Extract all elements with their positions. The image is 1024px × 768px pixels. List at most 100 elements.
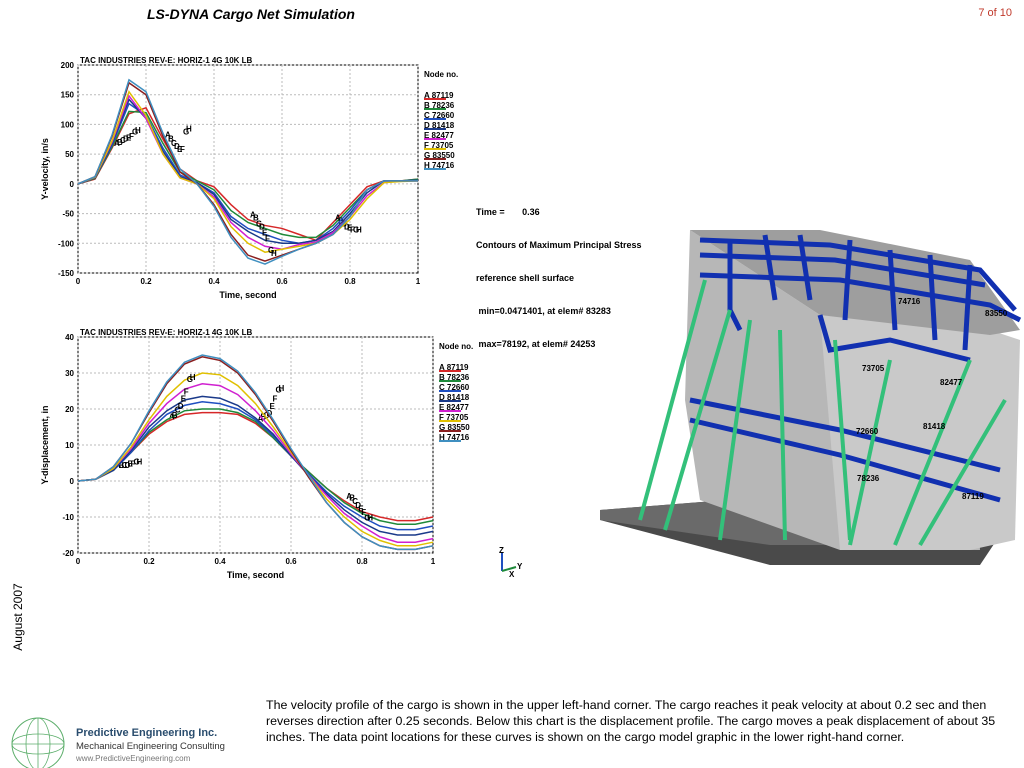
y-tick-label: 150 [61,91,75,100]
series-marker-label: C [120,136,126,145]
legend-entry: B 78236 [439,373,470,382]
series-marker-label: C [264,411,270,420]
x-tick-label: 1 [431,557,436,566]
displacement-chart: TAC INDUSTRIES REV-E: HORIZ-1 4G 10K LB 0… [40,328,473,580]
axis-triad: Z Y X [499,546,523,579]
series-marker-label: A [346,492,352,501]
slide-caption: The velocity profile of the cargo is sho… [266,698,996,745]
legend-entry: A 87119 [424,91,454,100]
series-marker-label: G [187,375,193,384]
series-marker-label: E [128,459,134,468]
company-name: Predictive Engineering Inc. [76,727,218,739]
series-line [77,354,434,551]
series-marker-label: D [174,142,180,151]
series-marker-label: A [250,211,256,220]
y-tick-label: 200 [61,61,75,70]
series-marker-label: C [256,219,262,228]
page-number: 7 of 10 [978,7,1012,19]
series-marker-label: B [172,411,178,420]
series-line [77,372,434,547]
series-marker-label: A [335,213,341,222]
y-axis-label: Y [517,562,523,571]
series-marker-label: H [186,124,192,133]
legend-entry: H 74716 [424,161,455,170]
series-line [77,383,434,543]
series-marker-label: F [184,387,189,396]
series-marker-label: E [177,145,183,154]
series-marker-label: H [279,384,285,393]
series-marker-label: A [165,130,171,139]
y-tick-label: 50 [65,150,74,159]
series-marker-label: C [352,497,358,506]
model-info-line: Contours of Maximum Principal Stress [476,240,642,250]
series-marker-label: A [258,414,264,423]
x-tick-label: 0.2 [143,557,155,566]
y-axis-label: Y-velocity, in/s [40,138,50,200]
y-axis-arrow [501,566,517,572]
series-marker-label: B [168,134,174,143]
x-axis-label: Time, second [227,570,284,580]
company-subtitle: Mechanical Engineering Consulting [76,741,225,752]
y-tick-label: -10 [62,513,74,522]
model-info-line: max=78192, at elem# 24253 [476,339,596,349]
series-marker-label: A [114,139,120,148]
series-marker-label: F [361,508,366,517]
chart-title: TAC INDUSTRIES REV-E: HORIZ-1 4G 10K LB [80,56,253,65]
series-marker-label: D [355,501,361,510]
series-marker-label: G [132,127,138,136]
velocity-chart: TAC INDUSTRIES REV-E: HORIZ-1 4G 10K LB 0… [40,56,458,300]
cargo-model-graphic: 74716 83550 73705 82477 72660 81418 7823… [600,230,1022,565]
node-label: 73705 [862,364,885,373]
date-label: August 2007 [11,583,25,651]
series-marker-label: D [125,461,131,470]
y-tick-label: -50 [62,210,74,219]
series-marker-label: G [364,513,370,522]
y-tick-label: -100 [58,239,75,248]
x-tick-label: 0.4 [208,277,220,286]
model-info-line: Time = 0.36 [476,207,540,217]
z-axis-label: Z [499,546,504,555]
series-marker-label: C [122,461,128,470]
series-marker-label: G [183,127,189,136]
x-axis-label: Time, second [219,290,276,300]
series-line [77,395,434,536]
series-marker-label: H [271,249,277,258]
y-axis-label: Y-displacement, in [40,405,50,484]
series-marker-label: B [261,413,267,422]
legend-entry: F 73705 [439,413,469,422]
node-label: 78236 [857,474,880,483]
node-label: 87119 [962,492,984,501]
series-marker-label: E [126,133,132,142]
series-line [77,90,419,253]
legend-title: Node no. [424,70,458,79]
legend-entry: G 83550 [424,151,455,160]
series-marker-label: B [119,461,125,470]
series-marker-label: G [353,225,359,234]
series-line [77,102,419,245]
y-tick-label: 30 [65,369,74,378]
legend-entry: E 82477 [439,403,469,412]
series-line [77,94,418,250]
legend-title: Node no. [439,342,473,351]
net-straps [689,234,1022,503]
series-line [77,78,418,265]
company-logo-globe [11,717,65,768]
y-tick-label: 40 [65,333,74,342]
series-marker-label: G [276,386,282,395]
series-marker-label: D [123,134,129,143]
series-marker-label: B [253,213,259,222]
x-axis-label: X [509,570,515,579]
model-info: Time = 0.36 Contours of Maximum Principa… [476,185,642,361]
model-info-line: min=0.0471401, at elem# 83283 [476,306,611,316]
y-tick-label: -20 [62,549,74,558]
x-tick-label: 0.6 [285,557,297,566]
legend-entry: C 72660 [424,111,455,120]
node-label: 81418 [923,422,946,431]
company-url[interactable]: www.PredictiveEngineering.com [76,754,191,763]
legend-entry: A 87119 [439,363,469,372]
y-tick-label: -150 [58,269,75,278]
series-marker-label: C [175,405,181,414]
series-marker-label: F [265,234,270,243]
x-tick-label: 0.8 [344,277,356,286]
node-label: 83550 [985,309,1008,318]
